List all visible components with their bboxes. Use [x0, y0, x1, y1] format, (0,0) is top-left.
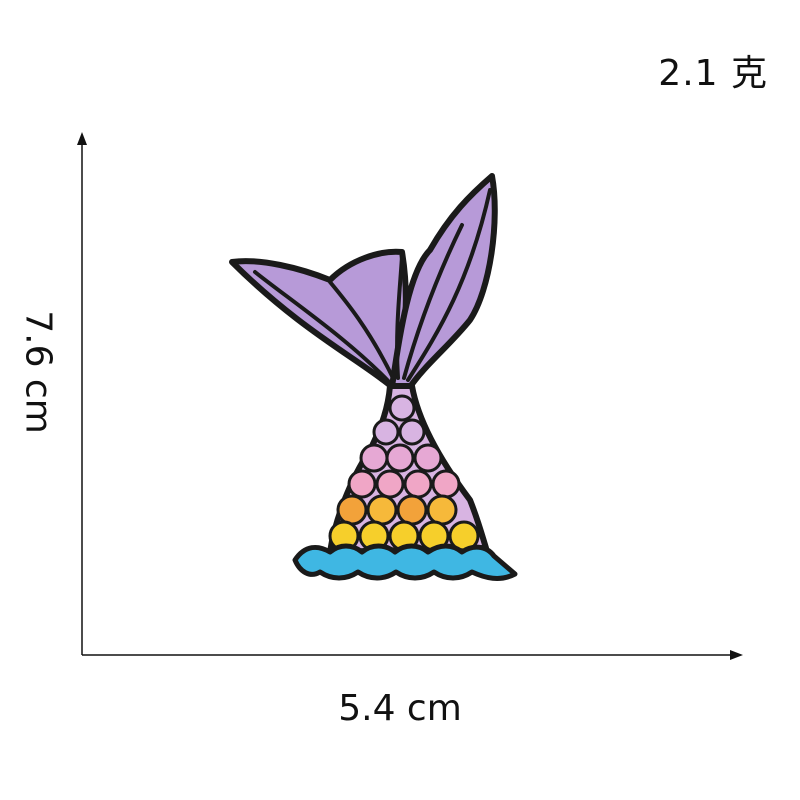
height-axis-arrow-icon	[77, 132, 87, 145]
fin-ridges	[253, 188, 492, 387]
scales	[328, 394, 480, 552]
height-label: 7.6 cm	[17, 310, 59, 434]
width-label: 5.4 cm	[338, 688, 462, 729]
width-axis-arrow-icon	[730, 650, 743, 660]
weight-label: 2.1 克	[658, 53, 768, 94]
waves	[292, 543, 518, 581]
mermaid-tail-patch-icon	[229, 173, 518, 581]
